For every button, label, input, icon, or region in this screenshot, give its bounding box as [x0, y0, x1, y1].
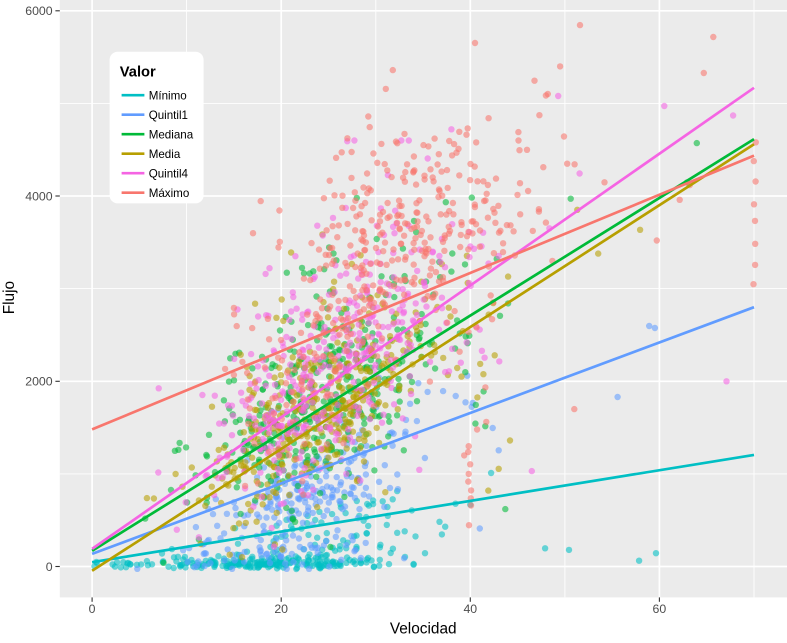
- svg-text:6000: 6000: [25, 4, 53, 18]
- svg-text:Mediana: Mediana: [149, 128, 194, 141]
- svg-text:Quintil4: Quintil4: [149, 167, 189, 180]
- svg-text:Mínimo: Mínimo: [149, 89, 187, 102]
- svg-text:0: 0: [46, 560, 53, 574]
- svg-text:Velocidad: Velocidad: [390, 620, 457, 637]
- svg-text:60: 60: [653, 602, 667, 616]
- svg-text:Quintil1: Quintil1: [149, 109, 188, 122]
- svg-text:Máximo: Máximo: [149, 187, 190, 200]
- svg-text:Flujo: Flujo: [1, 281, 18, 314]
- svg-text:40: 40: [463, 602, 477, 616]
- svg-text:Media: Media: [149, 148, 181, 161]
- svg-text:0: 0: [89, 602, 96, 616]
- svg-text:4000: 4000: [25, 189, 53, 203]
- svg-text:20: 20: [274, 602, 288, 616]
- svg-text:2000: 2000: [25, 375, 53, 389]
- svg-text:Valor: Valor: [120, 65, 156, 81]
